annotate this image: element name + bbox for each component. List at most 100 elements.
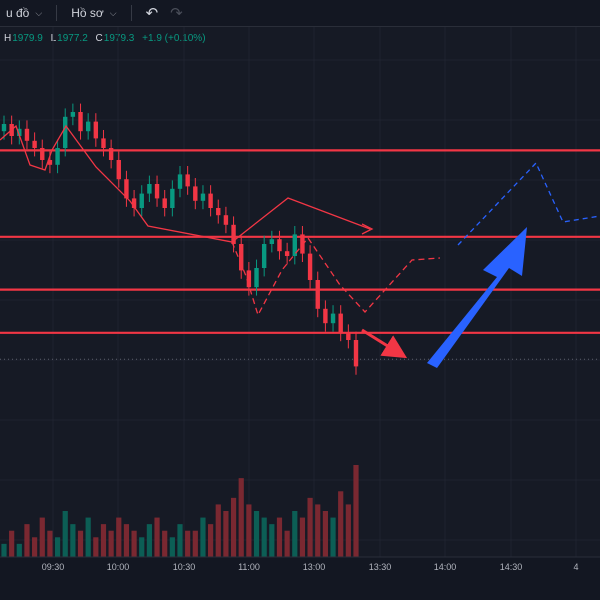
candle-body xyxy=(185,174,190,187)
toolbar-divider xyxy=(130,5,132,21)
time-tick-label: 10:30 xyxy=(173,562,196,572)
toolbar-divider xyxy=(56,5,58,21)
volume-bar xyxy=(77,530,84,557)
top-toolbar: u đồ ⌵ Hồ sơ ⌵ ↶ ↷ xyxy=(0,0,600,27)
volume-bar xyxy=(16,543,22,557)
volume-bar xyxy=(215,504,221,557)
redo-icon[interactable]: ↷ xyxy=(170,5,183,22)
candle-body xyxy=(277,239,282,252)
candle-body xyxy=(239,244,244,271)
close-key: C xyxy=(95,33,103,44)
candle-body xyxy=(338,313,343,333)
profile-menu-label: Hồ sơ xyxy=(71,6,104,20)
time-tick-label: 14:00 xyxy=(434,562,457,572)
volume-bar xyxy=(9,530,15,557)
volume-bar xyxy=(192,530,198,557)
time-tick-label: 11:00 xyxy=(238,562,260,572)
volume-bar xyxy=(261,517,267,557)
candle-body xyxy=(246,270,252,288)
candle-body xyxy=(24,128,30,141)
volume-bar xyxy=(292,511,298,557)
volume-bar xyxy=(131,530,137,557)
candle-body xyxy=(261,244,267,268)
profile-menu-button[interactable]: Hồ sơ ⌵ xyxy=(65,0,122,26)
time-tick-label: 14:30 xyxy=(500,562,523,572)
volume-bar xyxy=(85,517,91,557)
volume-bar xyxy=(315,504,321,557)
volume-bar xyxy=(108,530,114,557)
volume-bar xyxy=(139,537,145,557)
volume-bar xyxy=(230,497,237,557)
short-arrow-red xyxy=(361,328,408,359)
candle-body xyxy=(85,121,91,132)
candle-body xyxy=(139,193,144,208)
candle-body xyxy=(170,188,175,208)
volume-bar xyxy=(1,543,7,557)
chevron-down-icon: ⌵ xyxy=(109,7,117,18)
candle-body xyxy=(292,234,297,256)
volume-bar xyxy=(24,524,30,557)
undo-icon[interactable]: ↶ xyxy=(145,5,159,22)
candle-body xyxy=(147,184,152,194)
volume-bar xyxy=(185,530,191,557)
candle-body xyxy=(47,160,53,165)
volume-bar xyxy=(353,465,359,557)
candle-body xyxy=(40,148,45,160)
candle-body xyxy=(330,313,336,324)
time-tick-label: 13:00 xyxy=(303,562,326,572)
drawings-layer[interactable] xyxy=(0,124,600,368)
chart-menu-label: u đồ xyxy=(6,6,30,20)
candle-body xyxy=(55,148,60,165)
candle-body xyxy=(231,224,236,244)
high-key: H xyxy=(4,33,12,44)
candle-body xyxy=(93,121,99,139)
candle-body xyxy=(162,198,167,208)
time-tick-label: 13:30 xyxy=(369,562,392,572)
time-axis: 09:30 10:00 10:30 11:00 13:00 13:30 14:00 14:30… xyxy=(0,556,600,600)
high-value: 1979.9 xyxy=(12,33,43,44)
candle-body xyxy=(78,112,83,132)
volume-bar xyxy=(169,537,175,557)
volume-bar xyxy=(253,511,260,557)
volume-bar xyxy=(177,524,183,557)
projection-path-blue-dashed xyxy=(457,161,600,246)
candle-body xyxy=(315,280,320,309)
candlestick-series xyxy=(1,103,359,375)
close-value: 1979.3 xyxy=(103,33,135,44)
candle-body xyxy=(177,174,183,189)
candle-body xyxy=(63,116,68,148)
horizontal-levels[interactable] xyxy=(0,149,600,360)
candle-body xyxy=(254,268,259,288)
trend-path-red xyxy=(0,124,371,243)
candle-body xyxy=(108,148,114,160)
volume-bar xyxy=(62,511,68,557)
time-tick-label: 09:30 xyxy=(42,562,65,572)
candle-body xyxy=(193,186,198,201)
candle-body xyxy=(70,112,76,117)
projection-path-red-dashed xyxy=(231,236,441,317)
candle-body xyxy=(32,140,37,148)
volume-bar xyxy=(338,491,344,557)
candle-body xyxy=(284,251,290,256)
volume-bar xyxy=(32,537,38,557)
candle-body xyxy=(346,332,351,340)
arrowhead-red-outline xyxy=(361,223,374,235)
volume-bar xyxy=(200,517,206,557)
volume-bar xyxy=(54,537,61,557)
volume-bar xyxy=(284,530,290,557)
volume-bar xyxy=(162,530,168,557)
candle-body xyxy=(101,138,106,148)
candle-body xyxy=(17,128,22,136)
time-tick-label: 4 xyxy=(573,562,578,572)
volume-bars xyxy=(1,465,359,557)
volume-bar xyxy=(246,504,252,557)
candle-body xyxy=(307,253,313,280)
chart-menu-button[interactable]: u đồ ⌵ xyxy=(0,0,48,26)
volume-bar xyxy=(39,517,45,557)
candle-body xyxy=(124,179,129,199)
candle-body xyxy=(269,239,275,244)
volume-bar xyxy=(146,524,152,557)
chart-grid xyxy=(0,27,600,557)
volume-bar xyxy=(238,478,244,557)
